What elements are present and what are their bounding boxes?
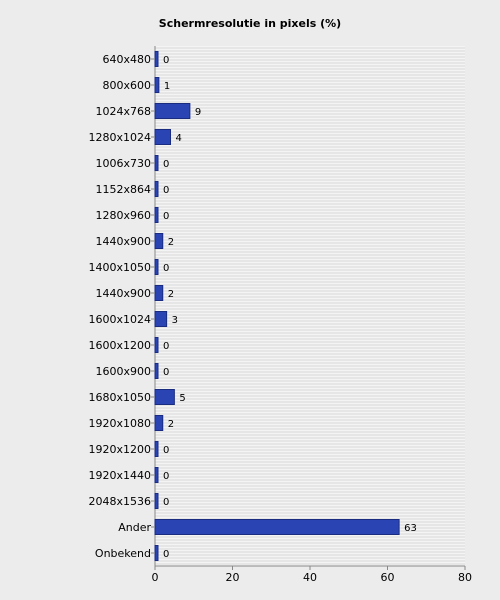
category-label: 1006x730 <box>96 157 152 170</box>
category-label: 1024x768 <box>96 105 152 118</box>
category-label: Ander <box>118 521 151 534</box>
bar <box>154 129 171 145</box>
bar <box>154 415 164 431</box>
chart-title: Schermresolutie in pixels (%) <box>158 17 342 30</box>
value-label: 1 <box>164 81 170 92</box>
value-label: 0 <box>163 497 169 508</box>
category-label: 1152x864 <box>96 183 152 196</box>
value-label: 3 <box>172 315 178 326</box>
value-label: 0 <box>163 185 169 196</box>
bar <box>154 103 191 119</box>
bar <box>154 467 159 483</box>
value-label: 0 <box>163 211 169 222</box>
bar <box>154 181 159 197</box>
x-tick-label: 40 <box>303 571 317 584</box>
category-label: 1600x1200 <box>89 339 152 352</box>
category-label: 1280x960 <box>96 209 152 222</box>
value-label: 2 <box>168 237 174 248</box>
bar <box>154 155 159 171</box>
value-label: 0 <box>163 549 169 560</box>
value-label: 0 <box>163 55 169 66</box>
category-label: 1920x1080 <box>89 417 152 430</box>
bar <box>154 337 159 353</box>
value-label: 0 <box>163 367 169 378</box>
x-tick-label: 0 <box>152 571 159 584</box>
value-label: 5 <box>179 393 185 404</box>
x-tick-label: 60 <box>381 571 395 584</box>
bar <box>154 311 168 327</box>
bar <box>154 207 159 223</box>
category-label: 1680x1050 <box>89 391 152 404</box>
value-label: 0 <box>163 471 169 482</box>
category-label: 1600x900 <box>96 365 152 378</box>
category-label: 1600x1024 <box>89 313 152 326</box>
category-label: 1400x1050 <box>89 261 152 274</box>
bar <box>154 441 159 457</box>
bar <box>154 493 159 509</box>
value-label: 2 <box>168 419 174 430</box>
value-label: 0 <box>163 159 169 170</box>
bar <box>154 77 160 93</box>
value-label: 0 <box>163 445 169 456</box>
category-label: 1280x1024 <box>89 131 152 144</box>
category-label: 2048x1536 <box>89 495 152 508</box>
x-tick-label: 80 <box>458 571 472 584</box>
category-label: 1440x900 <box>96 287 152 300</box>
value-label: 0 <box>163 263 169 274</box>
category-label: 1440x900 <box>96 235 152 248</box>
bar <box>154 233 164 249</box>
bar <box>154 519 400 535</box>
bar <box>154 389 175 405</box>
category-label: Onbekend <box>95 547 151 560</box>
bar <box>154 363 159 379</box>
value-label: 0 <box>163 341 169 352</box>
category-label: 640x480 <box>102 53 151 66</box>
value-label: 63 <box>404 523 417 534</box>
value-label: 2 <box>168 289 174 300</box>
bar <box>154 259 159 275</box>
category-label: 800x600 <box>102 79 151 92</box>
bar <box>154 51 159 67</box>
bar <box>154 285 164 301</box>
value-label: 4 <box>176 133 182 144</box>
category-label: 1920x1440 <box>89 469 152 482</box>
category-label: 1920x1200 <box>89 443 152 456</box>
bar <box>154 545 159 561</box>
x-tick-label: 20 <box>226 571 240 584</box>
value-label: 9 <box>195 107 201 118</box>
